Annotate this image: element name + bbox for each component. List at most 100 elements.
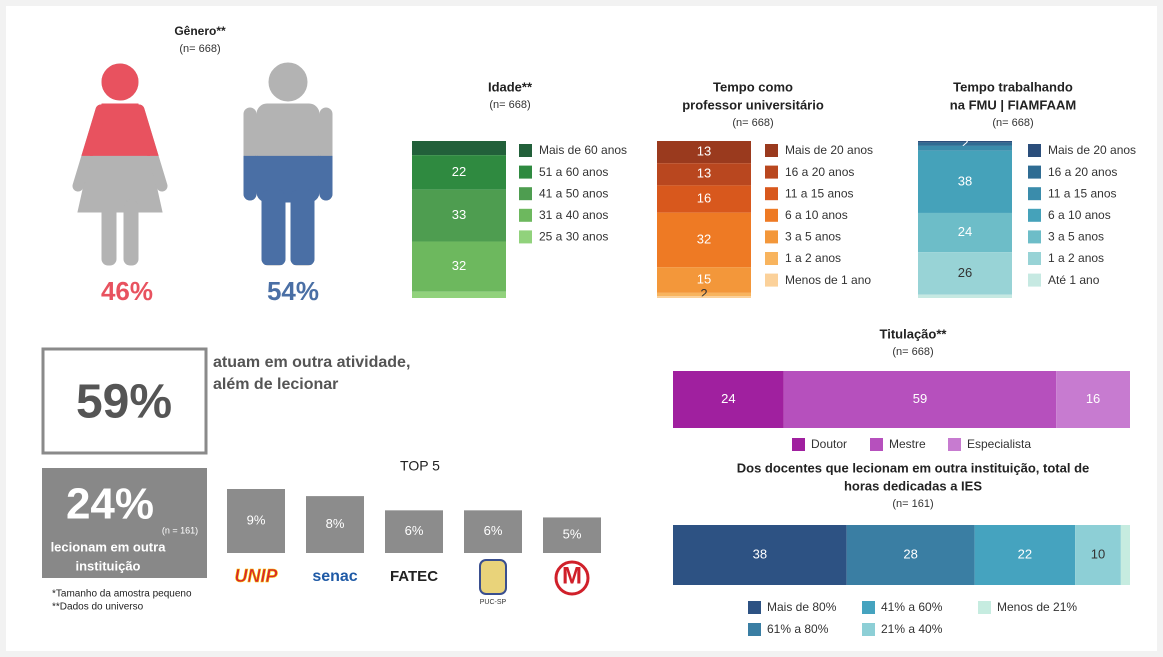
category-logo: senac	[312, 568, 357, 585]
bar-segment	[1056, 371, 1130, 428]
logo-ring	[554, 560, 590, 596]
chart-subtitle: (n= 668)	[992, 117, 1033, 129]
legend-label: Especialista	[967, 437, 1031, 451]
legend-label: Menos de 21%	[997, 600, 1077, 614]
chart-title: Gênero**	[174, 24, 226, 38]
chart-subtitle: (n= 668)	[892, 346, 933, 358]
value-label: 13	[697, 166, 711, 181]
value-label: 2	[961, 136, 968, 151]
bar-segment	[783, 371, 1057, 428]
category-logo: UNIP	[234, 566, 278, 586]
legend-swatch	[1028, 208, 1041, 222]
legend-swatch	[1028, 252, 1041, 265]
note: *Tamanho da amostra pequeno	[52, 589, 192, 600]
legend-label: Mais de 60 anos	[539, 143, 627, 157]
bar-segment	[918, 142, 1012, 146]
value-label: 16	[1086, 391, 1100, 406]
bar-segment	[657, 185, 751, 213]
legend-swatch	[519, 230, 532, 244]
legend-swatch	[978, 601, 991, 614]
legend-swatch	[765, 230, 778, 244]
highlight-box	[41, 347, 208, 455]
highlight-text: atuam em outra atividade,	[213, 354, 410, 371]
bar-segment	[918, 294, 1012, 298]
highlight-text: lecionam em outra	[51, 539, 167, 554]
bar	[464, 510, 522, 553]
legend-label: 6 a 10 anos	[1048, 208, 1111, 222]
legend-swatch	[519, 187, 532, 201]
bar-segment	[918, 212, 1012, 253]
value-label: 32	[452, 258, 466, 273]
bar-segment	[673, 525, 847, 585]
highlight-text: além de lecionar	[213, 376, 338, 393]
value-label: 38	[958, 173, 972, 188]
value-label: 16	[697, 190, 711, 205]
legend-swatch	[1028, 144, 1041, 157]
legend-swatch	[765, 208, 778, 222]
highlight-box	[42, 468, 207, 578]
value-label: 54%	[267, 276, 319, 306]
value-label: 8%	[326, 516, 345, 531]
legend-label: Doutor	[811, 437, 847, 451]
bar-segment	[412, 189, 506, 242]
bar-segment	[657, 163, 751, 186]
chart-title: TOP 5	[400, 458, 440, 474]
legend-label: Mais de 20 anos	[785, 143, 873, 157]
legend-swatch	[862, 623, 875, 636]
logo-shield	[479, 559, 507, 595]
chart-subtitle: (n= 668)	[179, 43, 220, 55]
chart-subtitle: (n= 668)	[732, 117, 773, 129]
category-logo: FATEC	[390, 568, 438, 585]
chart-subtitle: (n= 161)	[892, 498, 933, 510]
legend-label: 1 a 2 anos	[785, 251, 841, 265]
highlight-note: (n = 161)	[162, 525, 198, 535]
bar-segment	[657, 267, 751, 293]
legend-label: 3 a 5 anos	[1048, 230, 1104, 244]
highlight-value: 24%	[66, 480, 154, 529]
chart-title: professor universitário	[682, 97, 824, 112]
legend-swatch	[748, 601, 761, 614]
bar	[306, 496, 364, 553]
chart-subtitle: (n= 668)	[489, 99, 530, 111]
legend-label: 41% a 60%	[881, 600, 943, 614]
bar-segment	[673, 371, 784, 428]
legend-swatch	[765, 144, 778, 157]
value-label: 46%	[101, 276, 153, 306]
value-label: 59	[913, 391, 927, 406]
legend-swatch	[519, 144, 532, 157]
value-label: 38	[753, 546, 767, 561]
bar-segment	[412, 291, 506, 298]
value-label: 24	[721, 391, 735, 406]
legend-label: Mais de 20 anos	[1048, 143, 1136, 157]
chart-title: horas dedicadas a IES	[844, 478, 982, 493]
bar-segment	[918, 145, 1012, 151]
legend-swatch	[1028, 230, 1041, 244]
bar-segment	[1075, 525, 1121, 585]
value-label: 13	[697, 144, 711, 159]
note: **Dados do universo	[52, 602, 144, 613]
legend-swatch	[765, 252, 778, 265]
value-label: 28	[903, 546, 917, 561]
bar-segment	[412, 141, 506, 156]
highlight-value: 59%	[76, 376, 172, 429]
legend-swatch	[870, 438, 883, 451]
legend-swatch	[748, 623, 761, 636]
value-label: 5%	[563, 527, 582, 542]
legend-label: 31 a 40 anos	[539, 208, 608, 222]
legend-label: 25 a 30 anos	[539, 230, 608, 244]
chart-title: Titulação**	[880, 326, 948, 341]
bar-segment	[918, 252, 1012, 295]
chart-title: Dos docentes que lecionam em outra insti…	[737, 460, 1090, 475]
bar-segment	[1120, 525, 1130, 585]
legend-swatch	[948, 438, 961, 451]
value-label: 22	[452, 164, 466, 179]
legend-label: Mestre	[889, 437, 926, 451]
value-label: 32	[697, 231, 711, 246]
legend-label: 1 a 2 anos	[1048, 251, 1104, 265]
legend-label: 21% a 40%	[881, 622, 943, 636]
bar-segment	[974, 525, 1076, 585]
value-label: 26	[958, 265, 972, 280]
bar-segment	[657, 292, 751, 297]
bar-segment	[918, 141, 1012, 143]
